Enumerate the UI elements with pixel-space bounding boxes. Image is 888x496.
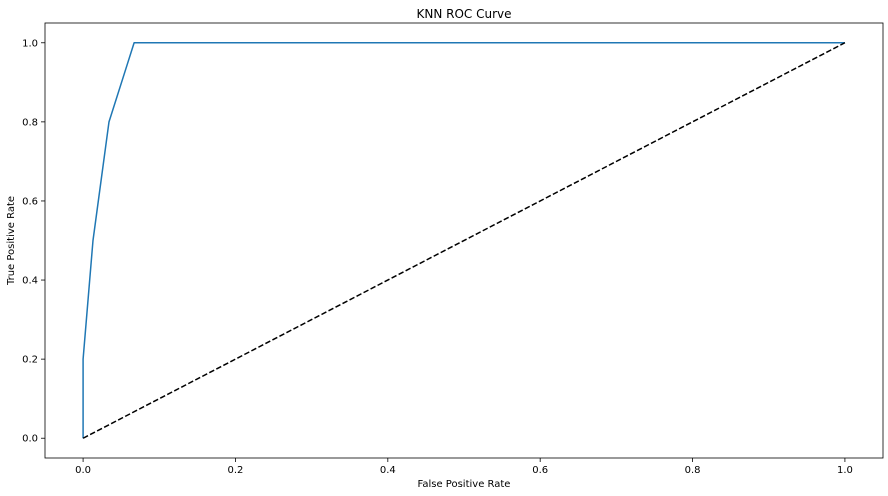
diagonal-reference-line [82,42,846,439]
y-axis: 0.0 0.2 0.4 0.6 0.8 1.0 [22,38,45,445]
x-axis-label: False Positive Rate [418,479,511,490]
x-tick-label: 0.0 [75,465,91,476]
y-axis-label: True Positive Rate [6,196,17,286]
y-tick-label: 0.4 [22,276,38,287]
y-tick-label: 1.0 [22,38,38,49]
x-tick-label: 1.0 [837,465,853,476]
x-axis: 0.0 0.2 0.4 0.6 0.8 1.0 [75,458,853,476]
plot-frame [44,22,884,459]
y-tick-label: 0.6 [22,196,38,207]
series-layer [82,42,846,439]
y-tick-label: 0.2 [22,355,38,366]
x-tick-label: 0.6 [532,465,548,476]
chart-title: KNN ROC Curve [416,7,511,21]
x-tick-label: 0.2 [228,465,244,476]
x-tick-label: 0.4 [380,465,396,476]
y-tick-label: 0.0 [22,434,38,445]
y-tick-label: 0.8 [22,117,38,128]
x-tick-label: 0.8 [685,465,701,476]
roc-curve-line [82,42,845,439]
